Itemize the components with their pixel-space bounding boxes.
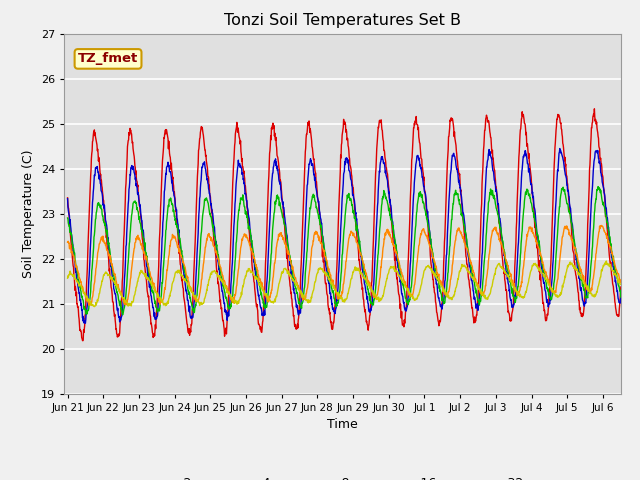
-2cm — [79, 338, 86, 344]
-4cm — [163, 163, 171, 169]
Line: -32cm: -32cm — [68, 261, 621, 307]
Y-axis label: Soil Temperature (C): Soil Temperature (C) — [22, 149, 35, 278]
-4cm — [483, 164, 490, 170]
-8cm — [617, 294, 625, 300]
-32cm — [90, 304, 98, 310]
-32cm — [163, 300, 171, 306]
-32cm — [64, 276, 72, 281]
-4cm — [556, 145, 564, 151]
-2cm — [483, 112, 490, 118]
-4cm — [274, 167, 282, 172]
-8cm — [119, 312, 127, 318]
-8cm — [224, 301, 232, 307]
-8cm — [163, 212, 171, 218]
-16cm — [64, 239, 72, 245]
Text: TZ_fmet: TZ_fmet — [78, 52, 138, 65]
-32cm — [174, 267, 182, 273]
-2cm — [274, 155, 282, 160]
-2cm — [544, 312, 552, 318]
-4cm — [617, 295, 625, 300]
-16cm — [483, 276, 490, 282]
-8cm — [595, 184, 602, 190]
-8cm — [174, 226, 182, 232]
-2cm — [174, 229, 182, 235]
-4cm — [81, 320, 89, 326]
-16cm — [598, 223, 605, 228]
-16cm — [544, 276, 552, 282]
-2cm — [224, 313, 232, 319]
-4cm — [174, 220, 182, 226]
-16cm — [163, 267, 171, 273]
-2cm — [64, 195, 72, 201]
-16cm — [617, 278, 625, 284]
-16cm — [174, 245, 182, 251]
Line: -16cm: -16cm — [68, 226, 621, 305]
-32cm — [617, 282, 625, 288]
-2cm — [617, 284, 625, 290]
Line: -2cm: -2cm — [68, 109, 621, 341]
Line: -4cm: -4cm — [68, 148, 621, 323]
-32cm — [602, 258, 610, 264]
-16cm — [122, 302, 130, 308]
-32cm — [274, 288, 282, 294]
-32cm — [224, 290, 232, 296]
-4cm — [224, 312, 232, 318]
-8cm — [64, 215, 72, 221]
-4cm — [544, 300, 552, 306]
-16cm — [274, 237, 282, 242]
-32cm — [483, 296, 490, 301]
Title: Tonzi Soil Temperatures Set B: Tonzi Soil Temperatures Set B — [224, 13, 461, 28]
Line: -8cm: -8cm — [68, 187, 621, 315]
Legend: -2cm, -4cm, -8cm, -16cm, -32cm: -2cm, -4cm, -8cm, -16cm, -32cm — [137, 472, 548, 480]
-16cm — [224, 286, 232, 292]
-8cm — [544, 288, 552, 294]
-8cm — [483, 229, 490, 235]
X-axis label: Time: Time — [327, 418, 358, 431]
-4cm — [64, 196, 72, 202]
-2cm — [591, 106, 598, 112]
-8cm — [274, 195, 282, 201]
-32cm — [544, 280, 552, 286]
-2cm — [163, 132, 171, 138]
